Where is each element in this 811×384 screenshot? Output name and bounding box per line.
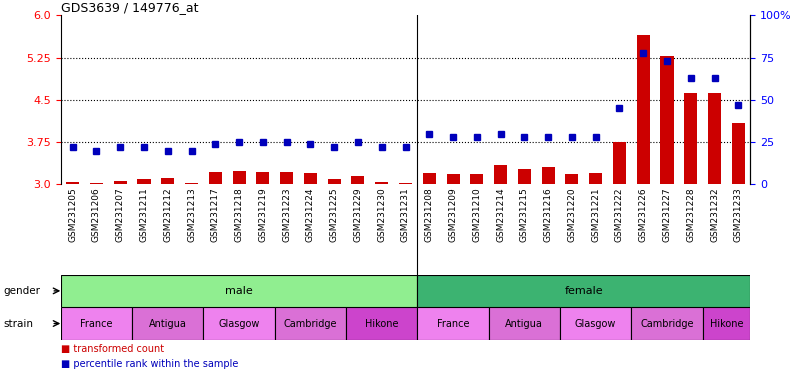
Bar <box>631 307 702 340</box>
Text: strain: strain <box>3 318 33 329</box>
Bar <box>660 56 673 184</box>
Bar <box>517 169 531 184</box>
Text: male: male <box>225 286 253 296</box>
Text: GSM231222: GSM231222 <box>615 187 624 242</box>
Text: female: female <box>564 286 603 296</box>
Bar <box>637 35 650 184</box>
Bar <box>185 183 198 184</box>
Text: GSM231223: GSM231223 <box>282 187 291 242</box>
Text: France: France <box>80 318 113 329</box>
Text: GSM231217: GSM231217 <box>211 187 220 242</box>
Bar <box>275 307 346 340</box>
Text: GSM231211: GSM231211 <box>139 187 148 242</box>
Text: GSM231227: GSM231227 <box>663 187 672 242</box>
Bar <box>560 307 631 340</box>
Text: GSM231219: GSM231219 <box>259 187 268 242</box>
Text: GSM231208: GSM231208 <box>425 187 434 242</box>
Text: GSM231207: GSM231207 <box>116 187 125 242</box>
Bar <box>470 174 483 184</box>
Text: Cambridge: Cambridge <box>640 318 693 329</box>
Text: Cambridge: Cambridge <box>284 318 337 329</box>
Bar <box>61 275 418 307</box>
Bar <box>90 183 103 184</box>
Text: GSM231228: GSM231228 <box>686 187 695 242</box>
Text: Glasgow: Glasgow <box>218 318 260 329</box>
Bar <box>375 182 388 184</box>
Bar <box>328 179 341 184</box>
Bar <box>351 176 364 184</box>
Bar <box>708 93 721 184</box>
Bar <box>732 124 744 184</box>
Bar <box>256 172 269 184</box>
Bar <box>684 93 697 184</box>
Text: GSM231209: GSM231209 <box>448 187 457 242</box>
Bar <box>494 165 507 184</box>
Text: GSM231206: GSM231206 <box>92 187 101 242</box>
Bar <box>138 179 151 184</box>
Text: GSM231214: GSM231214 <box>496 187 505 242</box>
Bar <box>304 173 317 184</box>
Text: gender: gender <box>3 286 41 296</box>
Text: Hikone: Hikone <box>710 318 743 329</box>
Bar <box>418 307 489 340</box>
Text: GSM231229: GSM231229 <box>354 187 363 242</box>
Bar <box>489 307 560 340</box>
Text: GSM231213: GSM231213 <box>187 187 196 242</box>
Text: GSM231221: GSM231221 <box>591 187 600 242</box>
Text: GDS3639 / 149776_at: GDS3639 / 149776_at <box>61 1 199 14</box>
Bar <box>418 275 750 307</box>
Text: GSM231216: GSM231216 <box>543 187 552 242</box>
Bar <box>132 307 204 340</box>
Bar <box>542 167 555 184</box>
Bar <box>423 173 436 184</box>
Text: GSM231212: GSM231212 <box>163 187 172 242</box>
Text: GSM231210: GSM231210 <box>472 187 481 242</box>
Text: GSM231226: GSM231226 <box>639 187 648 242</box>
Bar <box>399 183 412 184</box>
Text: Antigua: Antigua <box>505 318 543 329</box>
Bar <box>204 307 275 340</box>
Text: GSM231224: GSM231224 <box>306 187 315 242</box>
Bar <box>565 174 578 184</box>
Bar <box>613 142 626 184</box>
Text: GSM231205: GSM231205 <box>68 187 77 242</box>
Text: GSM231233: GSM231233 <box>734 187 743 242</box>
Text: Antigua: Antigua <box>149 318 187 329</box>
Bar <box>161 177 174 184</box>
Text: France: France <box>437 318 470 329</box>
Bar <box>702 307 750 340</box>
Bar <box>346 307 418 340</box>
Text: GSM231232: GSM231232 <box>710 187 719 242</box>
Text: GSM231230: GSM231230 <box>377 187 386 242</box>
Bar <box>114 181 127 184</box>
Text: GSM231218: GSM231218 <box>234 187 243 242</box>
Text: GSM231231: GSM231231 <box>401 187 410 242</box>
Text: ■ percentile rank within the sample: ■ percentile rank within the sample <box>61 359 238 369</box>
Text: Glasgow: Glasgow <box>575 318 616 329</box>
Bar <box>208 172 222 184</box>
Bar <box>280 172 294 184</box>
Text: ■ transformed count: ■ transformed count <box>61 344 164 354</box>
Bar <box>447 174 460 184</box>
Text: GSM231215: GSM231215 <box>520 187 529 242</box>
Bar <box>589 173 603 184</box>
Bar <box>233 171 246 184</box>
Text: GSM231220: GSM231220 <box>568 187 577 242</box>
Text: Hikone: Hikone <box>365 318 398 329</box>
Bar <box>61 307 132 340</box>
Text: GSM231225: GSM231225 <box>330 187 339 242</box>
Bar <box>67 182 79 184</box>
